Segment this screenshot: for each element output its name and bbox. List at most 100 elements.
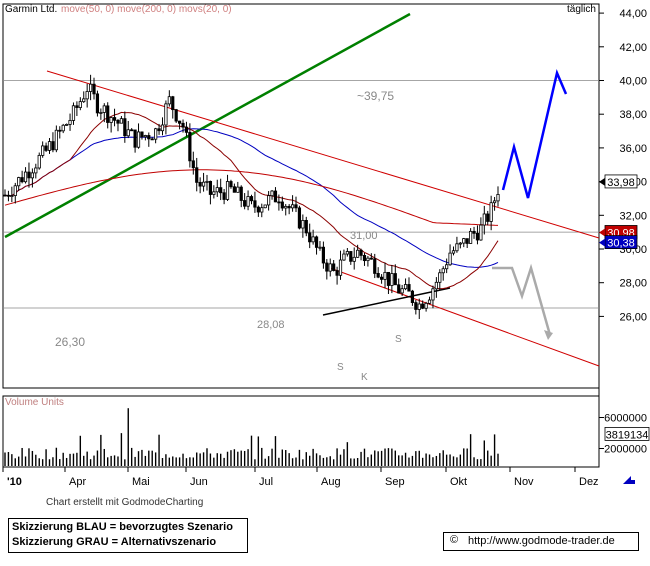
candle-body bbox=[92, 83, 96, 95]
candle-body bbox=[219, 187, 223, 194]
candle-body bbox=[284, 205, 288, 209]
candle-body bbox=[215, 187, 219, 193]
footer-credit: Chart erstellt mit GodmodeCharting bbox=[46, 497, 204, 508]
candle-body bbox=[314, 236, 319, 248]
candle-body bbox=[267, 195, 271, 206]
candle-body bbox=[212, 191, 216, 195]
candle-body bbox=[287, 205, 291, 209]
url-text: http://www.godmode-trader.de bbox=[468, 535, 615, 547]
candle-body bbox=[434, 281, 438, 290]
candle-body bbox=[280, 201, 284, 209]
indicator-legend: move(50, 0) move(200, 0) movs(20, 0) bbox=[61, 4, 232, 15]
candle-body bbox=[78, 101, 82, 108]
candle-body bbox=[479, 224, 483, 241]
candle-body bbox=[23, 171, 28, 183]
candle-body bbox=[414, 302, 418, 310]
candle-body bbox=[455, 243, 459, 252]
candle-body bbox=[116, 119, 120, 124]
price-tick-label: 38,00 bbox=[619, 109, 647, 121]
candle-body bbox=[178, 120, 182, 124]
candle-body bbox=[359, 249, 363, 256]
price-tick-label: 36,00 bbox=[619, 143, 647, 155]
volume-tick-label: 2000000 bbox=[604, 444, 647, 456]
candle-body bbox=[27, 171, 31, 179]
candle-body bbox=[10, 195, 14, 197]
candle-body bbox=[150, 138, 154, 141]
candle-body bbox=[95, 93, 100, 114]
export-icon[interactable] bbox=[621, 474, 635, 484]
price-tag-pointer bbox=[599, 177, 605, 186]
scenario-gray-arrowhead bbox=[544, 330, 553, 340]
price-tick-label: 26,00 bbox=[619, 311, 647, 323]
candle-body bbox=[253, 200, 257, 208]
candle-body bbox=[263, 204, 267, 209]
candle-body bbox=[338, 259, 343, 276]
candle-body bbox=[379, 276, 384, 280]
candle-body bbox=[400, 288, 404, 294]
candle-body bbox=[208, 180, 213, 195]
candle-body bbox=[58, 129, 62, 132]
candle-body bbox=[82, 98, 86, 103]
candle-body bbox=[386, 271, 391, 286]
candle-body bbox=[458, 242, 462, 245]
price-panel bbox=[2, 3, 600, 389]
candle-body bbox=[88, 83, 93, 92]
candle-body bbox=[106, 105, 110, 123]
candle-body bbox=[37, 154, 41, 169]
note-blue: Skizzierung BLAU = bevorzugtes Szenario bbox=[12, 521, 233, 533]
candle-body bbox=[448, 252, 452, 266]
candle-body bbox=[472, 230, 476, 234]
volume-panel bbox=[2, 395, 600, 468]
candle-body bbox=[171, 96, 175, 111]
candle-body bbox=[112, 117, 117, 121]
candle-body bbox=[451, 250, 456, 254]
candle-body bbox=[246, 196, 250, 207]
candle-body bbox=[41, 145, 45, 156]
copyright-icon: © bbox=[450, 534, 459, 546]
candle-body bbox=[99, 112, 103, 114]
candle-body bbox=[407, 284, 411, 292]
candle-body bbox=[441, 268, 445, 274]
price-tag-label: 33,98 bbox=[607, 177, 635, 189]
candle-body bbox=[431, 288, 435, 301]
candle-body bbox=[143, 135, 147, 138]
candle-body bbox=[198, 181, 202, 187]
candle-body bbox=[311, 236, 315, 243]
candle-body bbox=[465, 238, 469, 244]
candle-body bbox=[119, 118, 124, 124]
ma20-line bbox=[4, 111, 499, 290]
candle-body bbox=[403, 284, 408, 290]
candle-body bbox=[469, 230, 473, 244]
candle-body bbox=[249, 196, 254, 202]
scenario-blue bbox=[501, 68, 568, 199]
candle-body bbox=[270, 190, 274, 197]
candle-body bbox=[34, 167, 38, 174]
candle-body bbox=[13, 185, 17, 196]
source-url[interactable]: © http://www.godmode-trader.de bbox=[443, 532, 639, 551]
candle-body bbox=[154, 128, 158, 140]
candle-body bbox=[297, 207, 302, 229]
candle-body bbox=[157, 128, 161, 132]
volume-tick-label: 6000000 bbox=[604, 413, 647, 425]
neckline bbox=[322, 287, 451, 316]
candle-body bbox=[424, 302, 428, 309]
period-label: täglich bbox=[567, 4, 596, 15]
annotation-shoulder-right: S bbox=[395, 334, 402, 345]
candle-body bbox=[321, 246, 325, 264]
candle-body bbox=[229, 181, 233, 188]
price-tick-label: 28,00 bbox=[619, 278, 647, 290]
candle-body bbox=[174, 109, 178, 122]
candle-body bbox=[236, 186, 240, 193]
candle-body bbox=[75, 105, 79, 108]
candle-body bbox=[181, 122, 185, 128]
candle-body bbox=[47, 141, 52, 151]
candle-body bbox=[366, 257, 370, 262]
trendline-red-lower bbox=[329, 267, 600, 367]
candle-body bbox=[376, 273, 380, 278]
candle-body bbox=[130, 129, 134, 132]
scenario-gray bbox=[492, 263, 552, 336]
candle-body bbox=[277, 201, 281, 204]
candle-body bbox=[239, 186, 243, 201]
candle-body bbox=[225, 181, 230, 200]
